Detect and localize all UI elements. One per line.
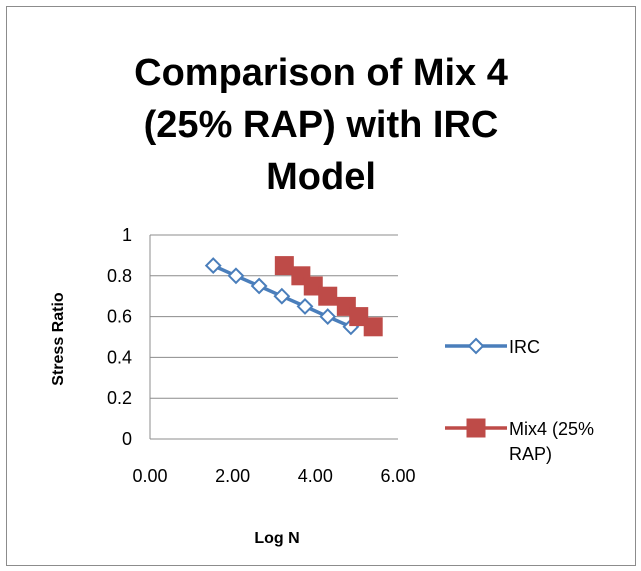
y-tick-label: 0.2 (107, 388, 132, 408)
y-tick-label: 0.4 (107, 347, 132, 367)
y-axis-title: Stress Ratio (50, 292, 67, 386)
legend-label-2: Mix4 (25% (509, 419, 594, 439)
y-tick-label: 1 (122, 225, 132, 245)
legend-marker-1 (467, 337, 485, 355)
x-axis-title: Log N (254, 530, 299, 547)
data-point-series-2 (274, 256, 294, 276)
legend-label-1: IRC (509, 337, 540, 357)
data-point-series-1 (296, 297, 314, 315)
chart-title-line: Comparison of Mix 4 (134, 52, 508, 94)
chart-title: Comparison of Mix 4 (25% RAP) with IRC Mod… (7, 47, 635, 203)
data-point-series-2 (349, 307, 369, 327)
chart-title-line: (25% RAP) with IRC (143, 104, 499, 146)
data-point-series-2 (363, 317, 383, 337)
x-tick-label: 6.00 (380, 466, 415, 486)
data-point-series-2 (318, 286, 338, 306)
chart-frame: Comparison of Mix 4 (25% RAP) with IRC Mod… (6, 6, 636, 566)
data-point-series-2 (303, 276, 323, 296)
y-tick-label: 0 (122, 429, 132, 449)
legend-marker-2 (466, 418, 486, 438)
chart-title-line: Model (266, 156, 376, 198)
data-point-series-1 (250, 277, 268, 295)
x-tick-label: 2.00 (215, 466, 250, 486)
y-tick-label: 0.8 (107, 266, 132, 286)
y-tick-label: 0.6 (107, 307, 132, 327)
chart-plot: 0 0.2 0.4 0.6 0.8 1 0.00 2.00 4.00 6.00 Log N Stres… (50, 225, 594, 547)
legend-label-2: RAP) (509, 444, 552, 464)
x-tick-label: 4.00 (298, 466, 333, 486)
data-point-series-1 (227, 267, 245, 285)
x-tick-label: 0.00 (132, 466, 167, 486)
data-point-series-1 (204, 257, 222, 275)
data-point-series-1 (319, 308, 337, 326)
data-point-series-1 (273, 287, 291, 305)
